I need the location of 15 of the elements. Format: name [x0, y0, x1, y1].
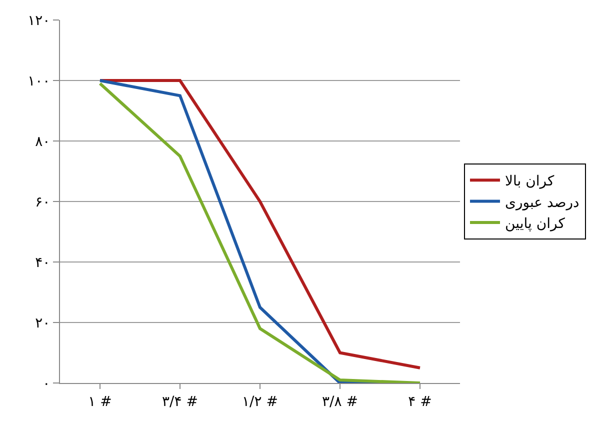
x-tick-label: ۱/۲ # — [242, 394, 278, 410]
y-tick-label: ۲۰ — [35, 315, 50, 332]
x-tick-label: ۱ # — [88, 394, 112, 410]
legend-label: کران پایین — [505, 216, 566, 232]
legend-label: کران بالا — [505, 174, 554, 190]
y-tick-label: ۱۰۰ — [28, 73, 50, 90]
y-tick-label: ۱۲۰ — [28, 12, 50, 29]
y-tick-label: ۸۰ — [35, 134, 50, 150]
x-tick-label: ۳/۴ # — [162, 394, 198, 410]
y-tick-label: ۰ — [42, 376, 50, 392]
y-tick-label: ۴۰ — [35, 254, 50, 271]
legend-label: درصد عبوری — [505, 194, 580, 211]
x-tick-label: ۳/۸ # — [322, 394, 358, 410]
y-tick-label: ۶۰ — [35, 194, 50, 210]
x-tick-label: ۴ # — [408, 394, 432, 410]
